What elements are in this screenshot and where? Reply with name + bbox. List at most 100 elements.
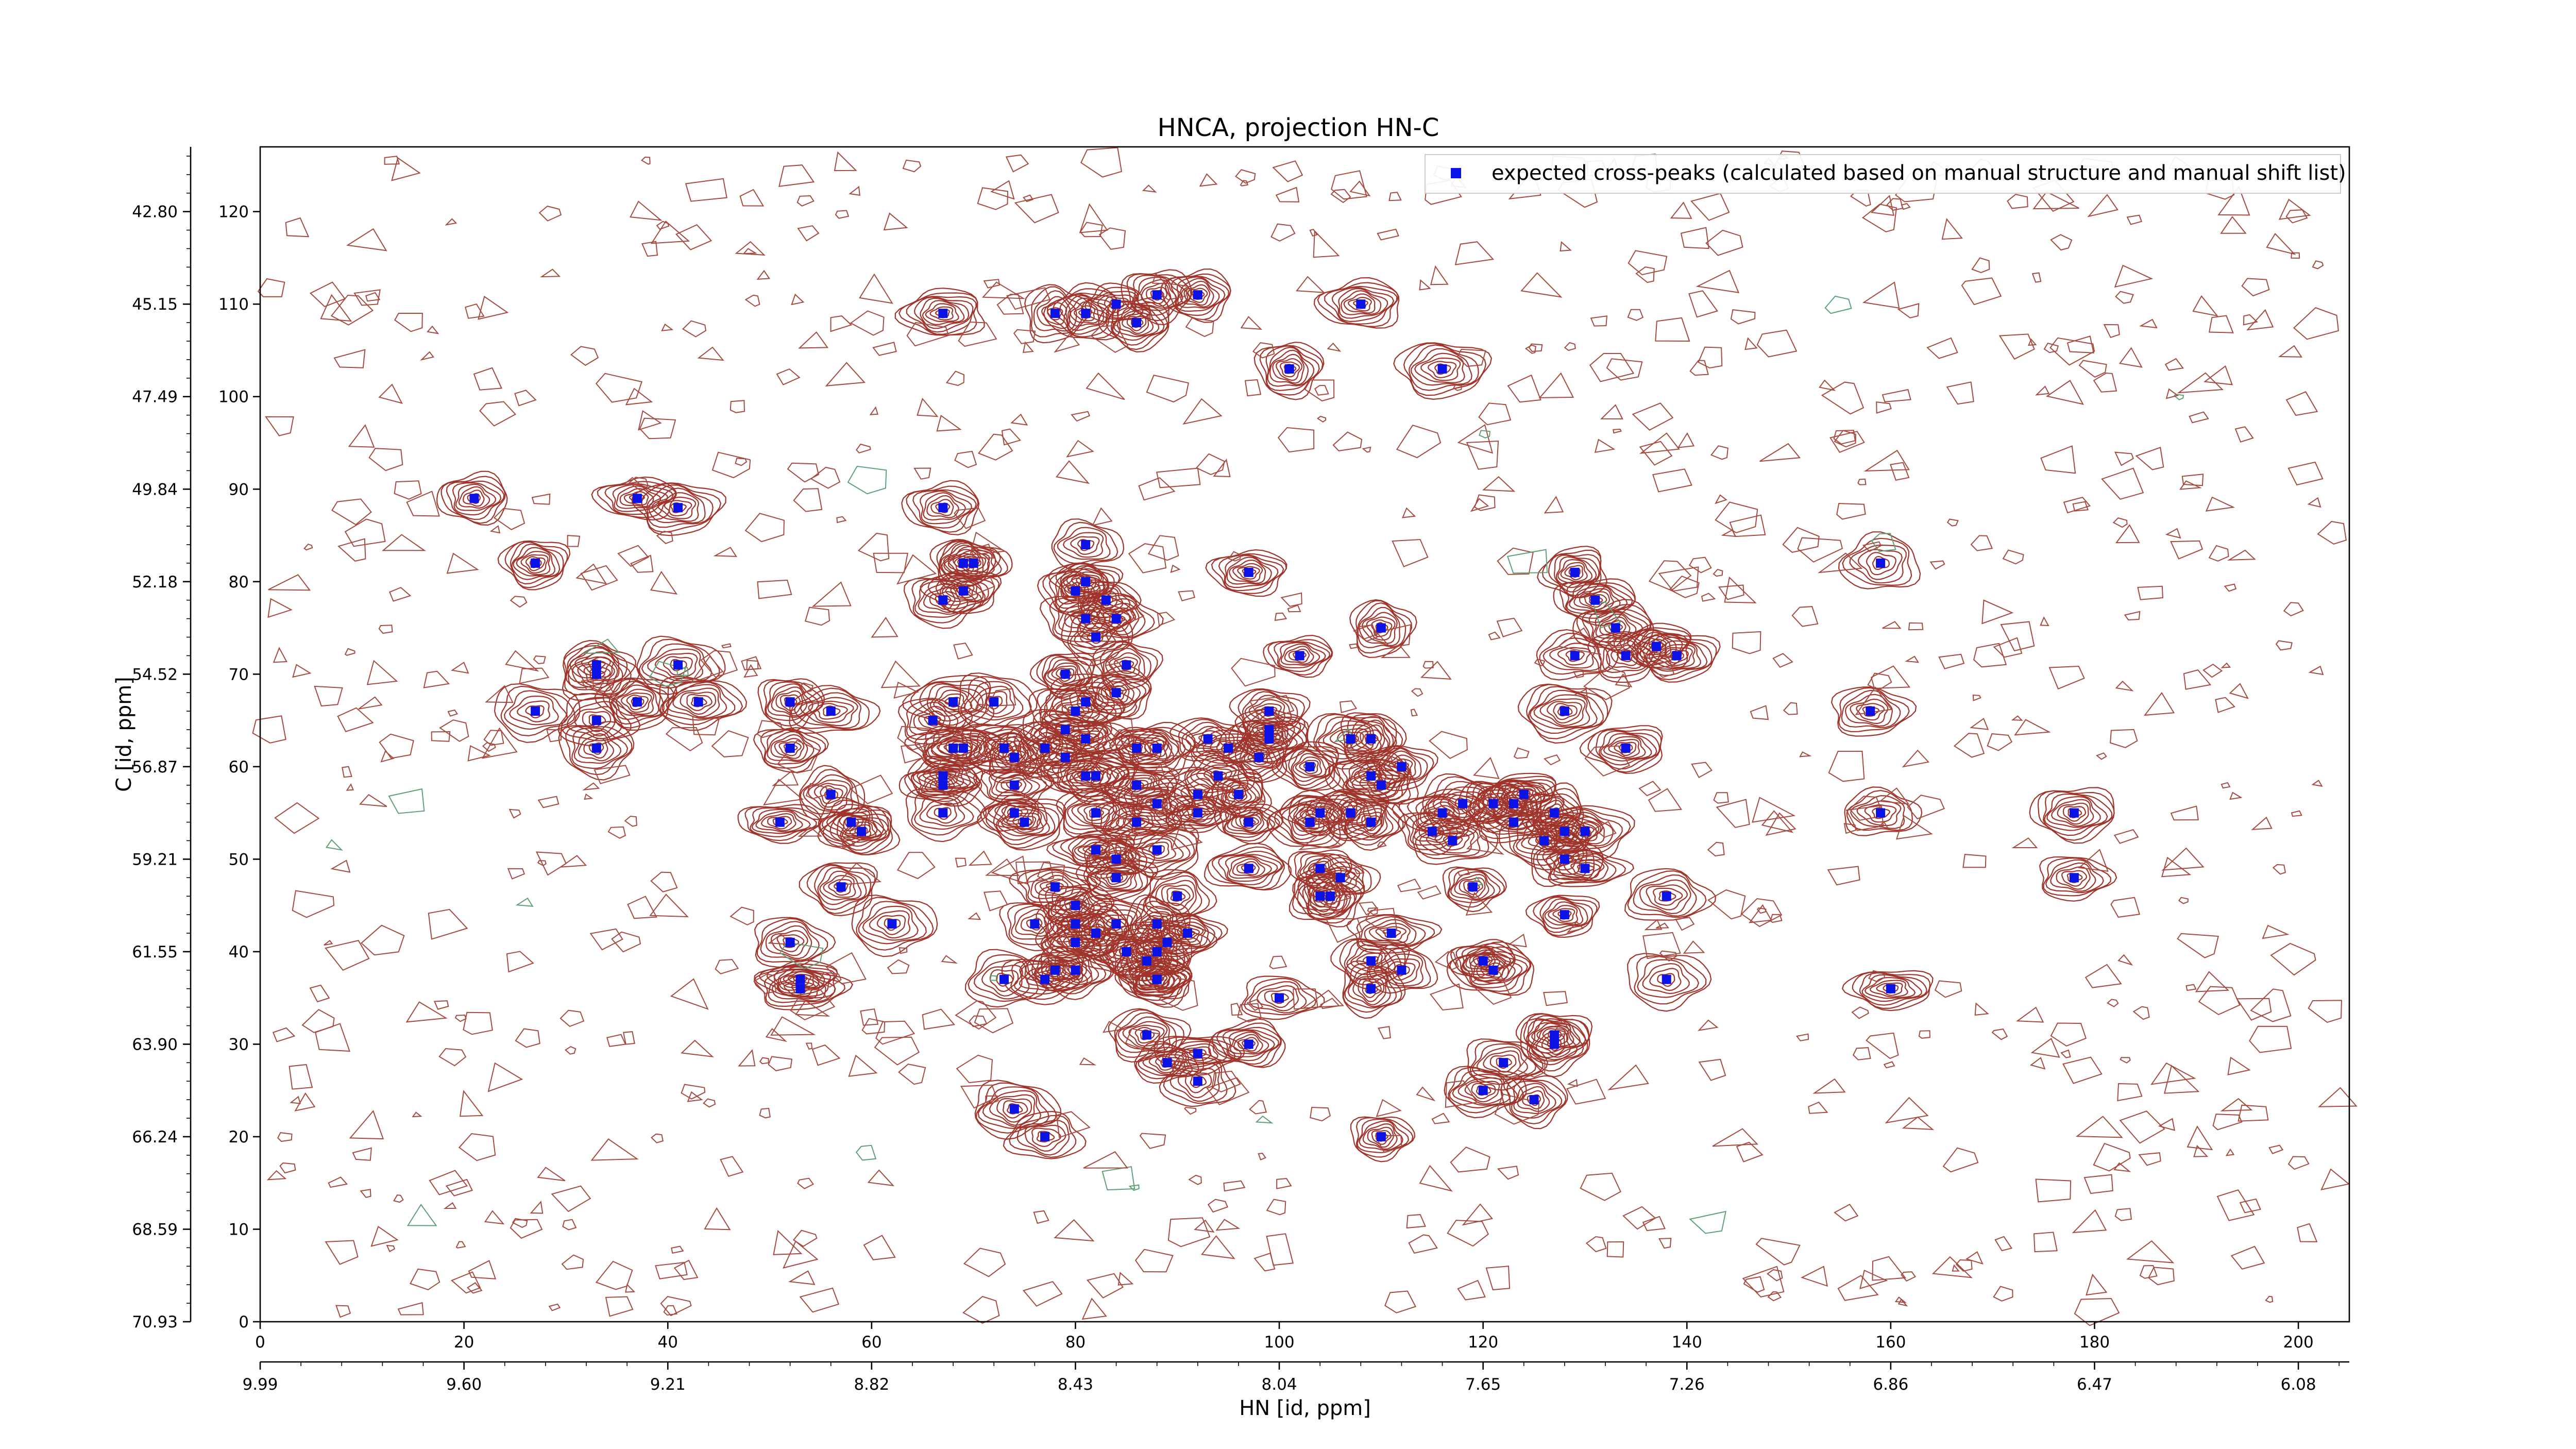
expected-cross-peak-marker — [1132, 318, 1142, 328]
noise-contour — [590, 1138, 639, 1161]
contour-ring — [1517, 1086, 1550, 1112]
contour-ring — [754, 959, 838, 999]
contour-ring — [858, 901, 927, 945]
expected-cross-peak-marker — [1315, 808, 1325, 818]
y-axis-title: C [id, ppm] — [112, 677, 136, 792]
contour-ring — [525, 705, 545, 719]
contour-ring — [770, 734, 808, 762]
noise-contour — [1594, 820, 1617, 838]
contour-ring — [1241, 975, 1325, 1020]
noise-contour — [711, 730, 749, 757]
noise-contour — [1013, 329, 1036, 344]
contour-ring — [1205, 549, 1287, 597]
noise-contour — [2011, 715, 2023, 721]
noise-contour — [451, 662, 469, 674]
noise-contour — [1644, 919, 1663, 931]
noise-contour — [1349, 643, 1358, 649]
contour-ring — [750, 807, 817, 837]
contour-ring — [1383, 754, 1416, 778]
noise-contour — [735, 458, 748, 466]
x-index-tick-label: 60 — [861, 1333, 882, 1352]
noise-contour — [2308, 1000, 2342, 1023]
expected-cross-peak-marker — [1550, 808, 1560, 818]
noise-contour — [1147, 762, 1166, 780]
noise-contour — [1184, 1106, 1197, 1115]
noise-contour — [639, 417, 676, 440]
contour-ring — [876, 915, 906, 935]
noise-contour — [1929, 560, 1945, 570]
noise-contour — [1494, 1093, 1540, 1125]
contour-ring — [2063, 805, 2087, 822]
noise-contour — [1871, 665, 1911, 689]
contour-ring — [1292, 753, 1327, 779]
noise-contour — [856, 443, 871, 454]
contour-ring — [1526, 684, 1608, 739]
expected-cross-peak-marker — [1437, 808, 1447, 818]
noise-contour — [538, 206, 562, 222]
contour-ring — [1864, 804, 1897, 823]
contour-ring — [1115, 736, 1160, 761]
contour-ring — [588, 742, 604, 755]
noise-contour — [675, 224, 713, 250]
expected-cross-peak-marker — [469, 494, 479, 503]
contour-ring — [1452, 1074, 1511, 1106]
noise-contour — [1516, 1055, 1546, 1078]
expected-cross-peak-marker — [632, 697, 642, 707]
contour-ring — [851, 895, 938, 957]
contour-ring — [1552, 908, 1575, 922]
noise-contour — [1419, 279, 1431, 291]
expected-cross-peak-marker — [857, 827, 866, 836]
noise-contour — [1083, 1151, 1129, 1169]
noise-contour — [1090, 325, 1129, 353]
noise-contour — [958, 321, 997, 347]
contour-ring — [582, 711, 612, 733]
noise-contour — [1199, 173, 1218, 187]
noise-contour — [906, 322, 950, 347]
contour-ring — [737, 804, 822, 844]
contour-ring — [1244, 695, 1292, 724]
noise-contour — [2164, 358, 2184, 371]
contour-ring — [1207, 846, 1285, 890]
contour-ring — [1046, 719, 1131, 759]
noise-contour — [443, 1202, 457, 1209]
noise-contour — [506, 951, 534, 973]
noise-contour — [2308, 665, 2324, 676]
contour-ring — [977, 798, 1066, 851]
noise-contour — [394, 313, 423, 332]
noise-contour — [2029, 1057, 2046, 1070]
contour-ring — [1477, 793, 1507, 815]
noise-contour — [799, 682, 814, 693]
contour-ring — [819, 870, 862, 901]
contour-ring — [1313, 277, 1400, 329]
contour-ring — [982, 1090, 1042, 1128]
noise-contour — [359, 794, 387, 807]
noise-contour — [937, 755, 972, 779]
noise-contour — [268, 574, 311, 591]
expected-cross-peak-marker — [1478, 956, 1488, 966]
contour-ring — [1560, 562, 1588, 582]
noise-contour — [1902, 1116, 1935, 1131]
x-index-tick-label: 0 — [255, 1333, 265, 1352]
contour-ring — [1838, 687, 1910, 733]
noise-contour — [1701, 593, 1716, 602]
contour-ring — [1443, 866, 1507, 913]
noise-contour — [290, 1096, 301, 1104]
contour-ring — [651, 492, 700, 522]
contour-ring — [1047, 662, 1080, 685]
noise-contour — [1139, 1133, 1166, 1149]
noise-contour — [655, 1261, 688, 1279]
contour-ring — [1483, 1050, 1521, 1076]
noise-contour — [1658, 1238, 1672, 1249]
noise-contour — [1158, 978, 1198, 1011]
noise-contour — [1310, 1106, 1331, 1122]
noise-contour — [2291, 810, 2302, 817]
noise-contour — [1934, 980, 1962, 998]
noise-contour — [1648, 560, 1692, 592]
contour-ring — [1171, 276, 1229, 316]
contour-ring — [1064, 898, 1087, 914]
noise-contour — [1157, 612, 1176, 627]
noise-contour — [1380, 644, 1411, 659]
contour-ring — [1120, 727, 1195, 773]
noise-contour — [479, 401, 517, 427]
noise-contour — [257, 278, 285, 297]
